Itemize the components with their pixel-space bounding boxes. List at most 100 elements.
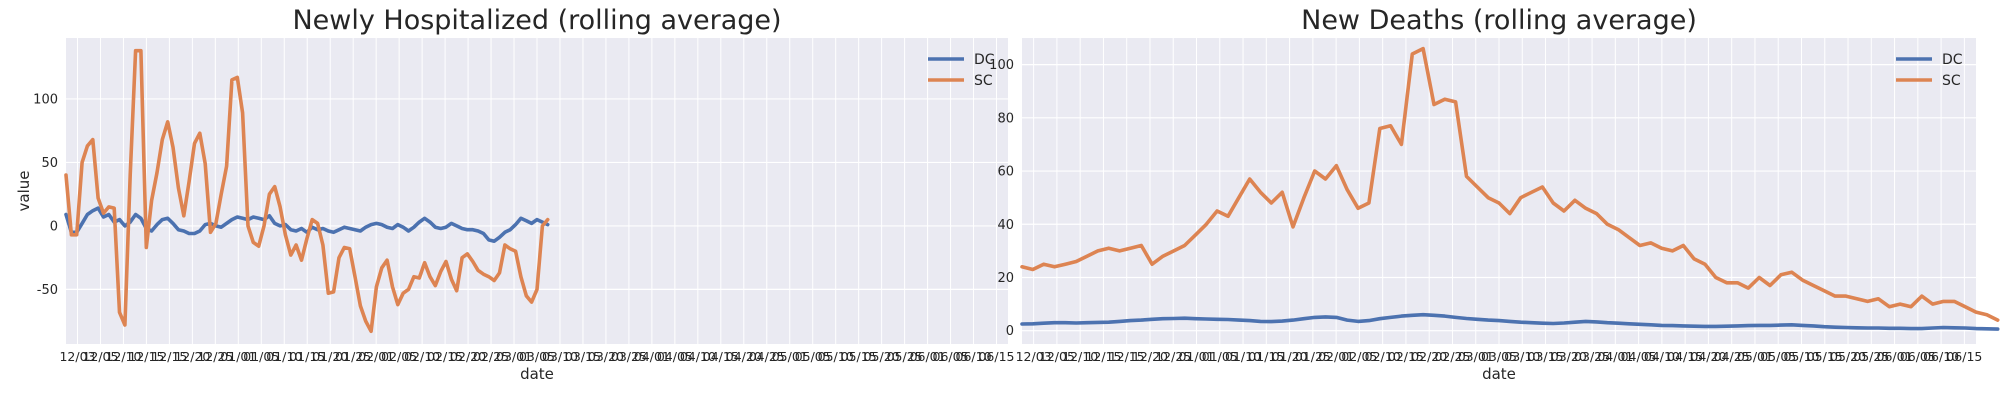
x-tick-label: 04/01 bbox=[1597, 349, 1633, 364]
x-tick-label: 01/20 bbox=[1272, 349, 1308, 364]
x-tick-label: 12/20 bbox=[1132, 349, 1168, 364]
x-tick-label: 03/25 bbox=[611, 349, 647, 364]
x-tick-label: 02/10 bbox=[404, 349, 440, 364]
x-tick-label: 02/20 bbox=[1411, 349, 1447, 364]
x-tick-label: 05/25 bbox=[1853, 349, 1889, 364]
y-tick-label: 60 bbox=[997, 165, 1014, 180]
x-axis-label: date bbox=[1482, 365, 1516, 383]
x-tick-label: 04/05 bbox=[1621, 349, 1657, 364]
x-tick-label: 03/10 bbox=[542, 349, 578, 364]
x-tick-label: 12/10 bbox=[105, 349, 141, 364]
x-tick-label: 03/01 bbox=[496, 349, 532, 364]
legend: DC SC bbox=[928, 52, 995, 89]
series-line-sc bbox=[64, 48, 550, 334]
x-tick-label: 01/10 bbox=[266, 349, 302, 364]
x-tick-label: 03/15 bbox=[565, 349, 601, 364]
y-tick-label: -50 bbox=[37, 283, 58, 298]
legend-label-dc: DC bbox=[974, 52, 995, 68]
x-tick-label: 12/15 bbox=[1085, 349, 1121, 364]
x-tick-label: 03/25 bbox=[1574, 349, 1610, 364]
legend-label-sc: SC bbox=[974, 73, 993, 89]
x-tick-label: 02/01 bbox=[1318, 349, 1354, 364]
x-tick-label: 01/05 bbox=[243, 349, 279, 364]
x-tick-label: 02/05 bbox=[381, 349, 417, 364]
x-tick-label: 12/20 bbox=[174, 349, 210, 364]
x-tick-label: 06/10 bbox=[956, 349, 992, 364]
x-tick-label: 02/15 bbox=[1388, 349, 1424, 364]
x-tick-label: 01/15 bbox=[289, 349, 325, 364]
x-tick-label: 02/01 bbox=[358, 349, 394, 364]
x-tick-label: 01/05 bbox=[1202, 349, 1238, 364]
y-tick-label: 100 bbox=[33, 92, 58, 107]
y-tick-label: 50 bbox=[41, 156, 58, 171]
x-tick-label: 01/10 bbox=[1225, 349, 1261, 364]
x-tick-label: 01/15 bbox=[1248, 349, 1284, 364]
x-tick-label: 03/05 bbox=[519, 349, 555, 364]
x-tick-label: 12/25 bbox=[197, 349, 233, 364]
series-line-dc bbox=[1020, 312, 2000, 331]
y-axis-label: value bbox=[15, 171, 33, 212]
x-tick-label: 05/10 bbox=[818, 349, 854, 364]
x-tick-label: 01/20 bbox=[312, 349, 348, 364]
x-tick-label: 05/01 bbox=[772, 349, 808, 364]
x-tick-label: 05/05 bbox=[795, 349, 831, 364]
x-tick-label: 02/20 bbox=[450, 349, 486, 364]
x-tick-label: 02/25 bbox=[1434, 349, 1470, 364]
y-tick-label: 20 bbox=[997, 271, 1014, 286]
chart-newly-hospitalized: 12/0312/0512/1012/1512/1512/2012/2501/01… bbox=[15, 5, 1015, 383]
x-tick-label: 05/20 bbox=[1830, 349, 1866, 364]
x-tick-label: 12/03 bbox=[1016, 349, 1052, 364]
x-tick-label: 04/25 bbox=[749, 349, 785, 364]
x-tick-label: 05/25 bbox=[887, 349, 923, 364]
x-tick-label: 05/05 bbox=[1760, 349, 1796, 364]
x-tick-label: 03/05 bbox=[1481, 349, 1517, 364]
x-tick-label: 05/10 bbox=[1783, 349, 1819, 364]
y-tick-label: 0 bbox=[1006, 324, 1014, 339]
x-tick-label: 04/01 bbox=[634, 349, 670, 364]
x-tick-label: 12/03 bbox=[59, 349, 95, 364]
legend-label-sc: SC bbox=[1942, 73, 1961, 89]
x-tick-label: 04/15 bbox=[1667, 349, 1703, 364]
series-line-sc bbox=[1020, 46, 2000, 322]
x-tick-label: 05/01 bbox=[1737, 349, 1773, 364]
chart-new-deaths: 12/0312/0512/1012/1512/1512/2012/2501/01… bbox=[989, 5, 2000, 383]
x-tick-label: 12/05 bbox=[82, 349, 118, 364]
x-tick-label: 12/15 bbox=[1109, 349, 1145, 364]
x-tick-label: 02/05 bbox=[1341, 349, 1377, 364]
x-tick-label: 12/25 bbox=[1155, 349, 1191, 364]
x-tick-label: 01/25 bbox=[335, 349, 371, 364]
x-axis-label: date bbox=[520, 365, 554, 383]
x-tick-label: 04/20 bbox=[726, 349, 762, 364]
x-tick-label: 01/01 bbox=[1178, 349, 1214, 364]
y-tick-label: 100 bbox=[989, 58, 1014, 73]
x-tick-label: 01/25 bbox=[1295, 349, 1331, 364]
y-tick-label: 40 bbox=[997, 218, 1014, 233]
x-tick-label: 06/15 bbox=[978, 349, 1014, 364]
x-tick-label: 03/15 bbox=[1528, 349, 1564, 364]
x-tick-label: 12/15 bbox=[128, 349, 164, 364]
x-tick-label: 06/15 bbox=[1946, 349, 1982, 364]
x-tick-label: 05/15 bbox=[841, 349, 877, 364]
x-tick-label: 06/01 bbox=[910, 349, 946, 364]
x-tick-label: 02/25 bbox=[473, 349, 509, 364]
x-tick-label: 04/25 bbox=[1714, 349, 1750, 364]
x-tick-label: 03/10 bbox=[1504, 349, 1540, 364]
x-tick-label: 06/05 bbox=[1900, 349, 1936, 364]
y-tick-label: 0 bbox=[50, 219, 58, 234]
x-tick-label: 05/20 bbox=[864, 349, 900, 364]
chart-title: New Deaths (rolling average) bbox=[1301, 5, 1697, 36]
x-tick-label: 06/10 bbox=[1923, 349, 1959, 364]
x-tick-label: 02/10 bbox=[1365, 349, 1401, 364]
x-tick-label: 03/01 bbox=[1458, 349, 1494, 364]
x-tick-label: 12/05 bbox=[1039, 349, 1075, 364]
x-tick-label: 03/20 bbox=[588, 349, 624, 364]
x-tick-label: 06/01 bbox=[1877, 349, 1913, 364]
x-tick-label: 12/15 bbox=[151, 349, 187, 364]
x-tick-label: 12/10 bbox=[1062, 349, 1098, 364]
legend-label-dc: DC bbox=[1942, 52, 1963, 68]
x-tick-label: 04/10 bbox=[1644, 349, 1680, 364]
y-tick-label: 80 bbox=[997, 111, 1014, 126]
x-tick-label: 04/10 bbox=[680, 349, 716, 364]
x-tick-label: 04/20 bbox=[1690, 349, 1726, 364]
